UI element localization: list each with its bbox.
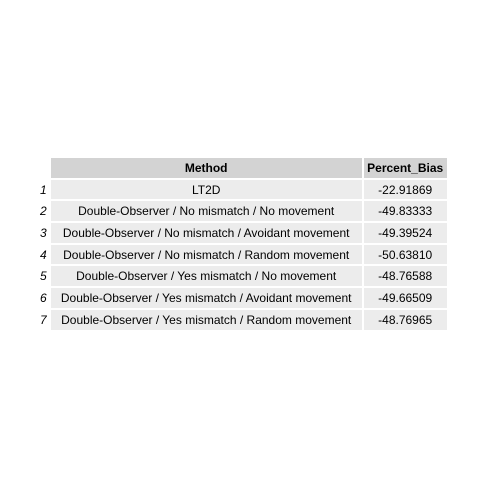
percent-bias-cell: -50.63810 (363, 244, 447, 265)
row-index: 7 (40, 312, 47, 327)
table-row: 5 Double-Observer / Yes mismatch / No mo… (37, 266, 447, 287)
method-column-header: Method (50, 158, 362, 178)
row-index: 2 (40, 204, 47, 219)
row-index: 5 (40, 269, 47, 284)
method-cell: Double-Observer / No mismatch / Random m… (50, 244, 362, 265)
percent-bias-cell: -49.66509 (363, 288, 447, 308)
method-cell: Double-Observer / Yes mismatch / Avoidan… (50, 288, 362, 308)
method-cell: Double-Observer / Yes mismatch / Random … (50, 309, 362, 330)
index-header (37, 158, 49, 178)
table-row: 4 Double-Observer / No mismatch / Random… (37, 244, 447, 265)
percent-bias-cell: -48.76965 (363, 309, 447, 330)
results-table: Method Percent_Bias 1 LT2D -22.91869 2 D… (35, 156, 449, 332)
method-cell: Double-Observer / No mismatch / No movem… (50, 201, 362, 222)
table-row: 1 LT2D -22.91869 (37, 179, 447, 200)
percent-bias-cell: -48.76588 (363, 266, 447, 287)
percent-bias-column-header: Percent_Bias (363, 158, 447, 178)
row-index: 4 (40, 247, 47, 262)
percent-bias-cell: -22.91869 (363, 179, 447, 200)
row-index: 3 (40, 225, 47, 240)
row-index: 1 (40, 182, 47, 197)
header-row: Method Percent_Bias (37, 158, 447, 178)
percent-bias-cell: -49.39524 (363, 223, 447, 243)
method-cell: Double-Observer / Yes mismatch / No move… (50, 266, 362, 287)
percent-bias-cell: -49.83333 (363, 201, 447, 222)
table-row: 2 Double-Observer / No mismatch / No mov… (37, 201, 447, 222)
method-cell: LT2D (50, 179, 362, 200)
method-cell: Double-Observer / No mismatch / Avoidant… (50, 223, 362, 243)
table-row: 6 Double-Observer / Yes mismatch / Avoid… (37, 288, 447, 308)
table-row: 7 Double-Observer / Yes mismatch / Rando… (37, 309, 447, 330)
row-index: 6 (40, 290, 47, 305)
table-row: 3 Double-Observer / No mismatch / Avoida… (37, 223, 447, 243)
